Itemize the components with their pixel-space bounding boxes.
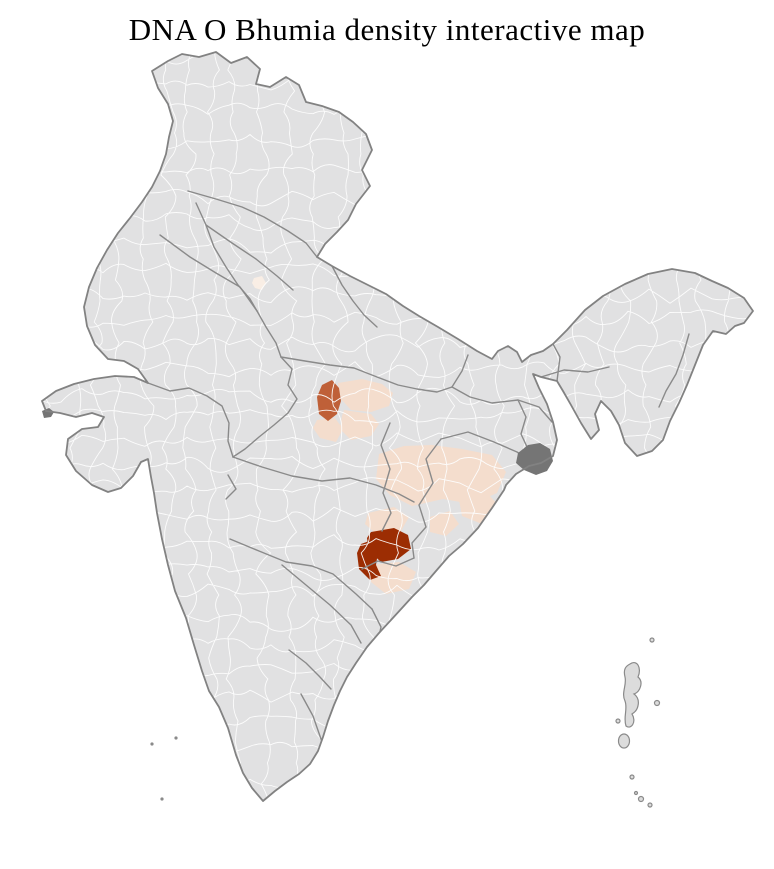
lakshadweep-islands [150,736,178,801]
sundarbans-patch [516,443,553,475]
india-map[interactable] [0,50,774,850]
india-landmass[interactable] [42,52,753,801]
page-title: DNA O Bhumia density interactive map [128,12,646,47]
india-choropleth-svg[interactable] [0,50,774,850]
india-outline [41,51,754,802]
andaman-nicobar-islands [615,637,661,808]
state-borders [147,190,690,780]
